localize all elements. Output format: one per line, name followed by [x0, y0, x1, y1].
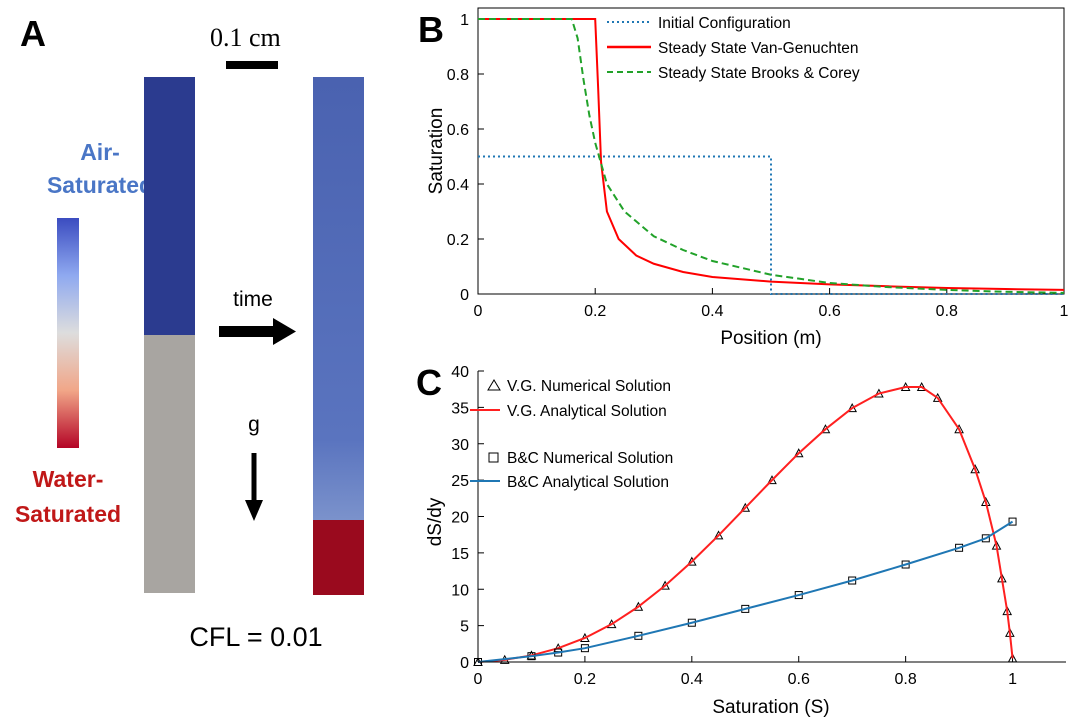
plot-c-triangle-marker [970, 464, 980, 474]
panel-a-label: A [20, 13, 46, 54]
plot-c-triangle-marker [660, 580, 670, 590]
plot-c-xtick-label: 1 [1008, 671, 1017, 688]
scale-bar [226, 61, 278, 69]
plot-c-triangle-marker [740, 502, 751, 512]
panel-b: B 0 0.2 0.4 0.6 0.8 1 0 0.2 0.4 0.6 0.8 1 Initial C… [418, 7, 1069, 349]
plot-b-ytick-label: 0.8 [447, 67, 469, 84]
plot-c-square-marker [1008, 517, 1017, 526]
initial-column-air [144, 77, 195, 335]
plot-b-xtick-label: 0.4 [701, 303, 723, 320]
plot-c-ytick-label: 25 [451, 473, 469, 490]
plot-c-series-line-3 [477, 520, 1014, 663]
gravity-label: g [248, 413, 260, 436]
legend-b-label-bc: Steady State Brooks & Corey [658, 65, 860, 82]
plot-c-triangle-marker [633, 601, 644, 611]
plot-c-ytick-label: 30 [451, 437, 469, 454]
plot-b-xtick-label: 0 [474, 303, 483, 320]
plot-c-ytick-label: 5 [460, 619, 469, 636]
legend-b-label-initial: Initial Configuration [658, 15, 791, 32]
panel-b-label: B [418, 9, 444, 50]
legend-c-marker-vg-num [487, 379, 501, 391]
legend-c-label-vg-num: V.G. Numerical Solution [507, 378, 671, 395]
legend-c-label-bc-num: B&C Numerical Solution [507, 450, 673, 467]
plot-c-triangle-marker [820, 424, 831, 434]
initial-column-water [144, 335, 195, 593]
plot-c-triangle-marker [767, 475, 777, 485]
plot-c-triangle-marker [954, 424, 964, 434]
plot-c-ytick-label: 20 [451, 510, 469, 527]
time-arrow-icon [219, 318, 296, 345]
plot-b-xtick-label: 0.8 [936, 303, 958, 320]
plot-c-square-marker [981, 534, 990, 543]
plot-b-frame [477, 7, 1065, 295]
plot-c-ytick-label: 10 [451, 582, 469, 599]
air-label-line1: Air- [80, 139, 120, 165]
plot-b-series-line-2 [478, 18, 1065, 294]
plot-c-xtick-label: 0.8 [895, 671, 917, 688]
legend-b: Initial Configuration Steady State Van-G… [607, 15, 860, 82]
panel-c-label: C [416, 362, 442, 403]
plot-b-ytick-label: 0.6 [447, 122, 469, 139]
cfl-label: CFL = 0.01 [189, 622, 322, 652]
plot-c-xtick-label: 0 [474, 671, 483, 688]
final-column-water-zone [313, 520, 364, 595]
plot-c-xtick-label: 0.2 [574, 671, 596, 688]
plot-b-xlabel: Position (m) [720, 328, 821, 349]
plot-c-triangle-marker [793, 448, 804, 458]
plot-b: 0 0.2 0.4 0.6 0.8 1 0 0.2 0.4 0.6 0.8 1 [447, 12, 1069, 320]
water-label-line2: Saturated [15, 501, 121, 527]
plot-c-xtick-label: 0.6 [788, 671, 810, 688]
gravity-arrow-icon [245, 453, 263, 521]
plot-c-series-line-1 [477, 386, 1014, 663]
legend-c: V.G. Numerical Solution V.G. Analytical … [470, 378, 673, 491]
scale-bar-label: 0.1 cm [210, 23, 281, 52]
plot-b-series-line-1 [478, 18, 1065, 291]
plot-b-xtick-label: 0.2 [584, 303, 606, 320]
plot-c-ytick-label: 40 [451, 364, 469, 381]
plot-c-ytick-label: 0 [460, 655, 469, 672]
plot-b-xtick-label: 0.6 [818, 303, 840, 320]
plot-b-ytick-label: 0.4 [447, 177, 469, 194]
air-label-line2: Saturated [47, 172, 153, 198]
water-label-line1: Water- [33, 466, 104, 492]
plot-c-triangle-marker [686, 556, 697, 566]
plot-b-ytick-label: 0.2 [447, 232, 469, 249]
panel-a: A 0.1 cm Air- Saturated Water- Saturated… [15, 13, 364, 652]
plot-c-ytick-label: 35 [451, 400, 469, 417]
plot-b-ytick-label: 0 [460, 287, 469, 304]
plot-c-xlabel: Saturation (S) [712, 697, 829, 718]
plot-b-series-line-0 [478, 155, 1064, 295]
colorbar [57, 218, 79, 448]
legend-c-marker-bc-num [488, 452, 499, 463]
plot-b-ylabel: Saturation [426, 108, 447, 195]
legend-c-label-vg-an: V.G. Analytical Solution [507, 403, 667, 420]
legend-c-label-bc-an: B&C Analytical Solution [507, 474, 669, 491]
final-column [313, 77, 364, 595]
time-label: time [233, 288, 273, 311]
plot-c-square-marker [901, 560, 910, 569]
plot-c-square-marker [955, 543, 964, 552]
plot-b-xtick-label: 1 [1060, 303, 1069, 320]
plot-c-ylabel: dS/dy [425, 497, 446, 546]
plot-c-triangle-marker [713, 530, 724, 540]
plot-c-xtick-label: 0.4 [681, 671, 703, 688]
plot-b-ytick-label: 1 [460, 12, 469, 29]
plot-c-ytick-label: 15 [451, 546, 469, 563]
legend-b-label-vg: Steady State Van-Genuchten [658, 40, 859, 57]
